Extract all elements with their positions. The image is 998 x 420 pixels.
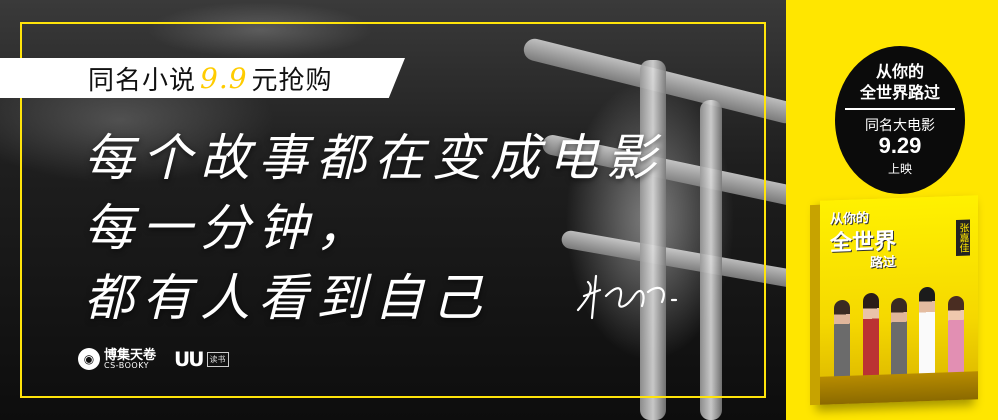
badge-subtitle: 同名大电影 — [865, 117, 935, 133]
book-cover-footer — [820, 371, 978, 405]
book-cover-image[interactable]: 从你的 全世界 路过 张嘉佳 — [810, 195, 978, 406]
guardrail-post-image — [640, 60, 666, 420]
badge-title: 从你的 全世界路过 — [835, 62, 965, 104]
author-signature-image — [576, 274, 678, 320]
logo-row: ◉ 博集天卷 CS-BOOKY ᑌᑌ 读书 — [78, 346, 229, 372]
badge-release: 上映 — [887, 162, 912, 176]
dangdang-logo-icon: ᑌᑌ — [174, 347, 205, 371]
slogan-line-2: 每一分钟， — [84, 199, 374, 257]
publisher-logo[interactable]: ◉ 博集天卷 CS-BOOKY — [78, 348, 156, 370]
publisher-name-cn: 博集天卷 — [104, 347, 157, 363]
publisher-emblem-icon: ◉ — [78, 348, 100, 370]
cast-member-figure — [919, 286, 936, 378]
badge-date: 9.29 — [878, 133, 922, 158]
slogan-line-3: 都有人看到自己 — [84, 269, 490, 327]
promo-prefix: 同名小说 — [88, 65, 197, 96]
badge-title-line1: 从你的 — [875, 64, 924, 81]
publisher-name-en: CS-BOOKY — [104, 360, 150, 370]
book-title: 从你的 全世界 路过 — [830, 206, 896, 272]
book-cast-photo — [828, 278, 970, 381]
cast-member-figure — [947, 295, 964, 377]
cast-member-figure — [834, 299, 851, 381]
book-spine — [810, 204, 820, 406]
cast-member-figure — [890, 297, 907, 379]
movie-release-badge[interactable]: 从你的 全世界路过 同名大电影 9.29 上映 — [835, 46, 965, 194]
promo-banner[interactable]: 同名小说 9.9 元抢购 — [0, 58, 405, 98]
promo-price: 9.9 — [200, 61, 248, 95]
guardrail-post-image — [700, 100, 722, 420]
cast-member-figure — [862, 292, 879, 380]
badge-title-line2: 全世界路过 — [859, 85, 940, 102]
slogan-line-1: 每个故事都在变成电影 — [84, 129, 664, 187]
partner-logo[interactable]: ᑌᑌ 读书 — [174, 347, 229, 371]
yellow-frame-border — [20, 22, 766, 398]
badge-divider — [845, 108, 955, 110]
book-author: 张嘉佳 — [956, 219, 970, 257]
partner-tag: 读书 — [206, 351, 229, 367]
promo-suffix: 元抢购 — [251, 65, 333, 96]
